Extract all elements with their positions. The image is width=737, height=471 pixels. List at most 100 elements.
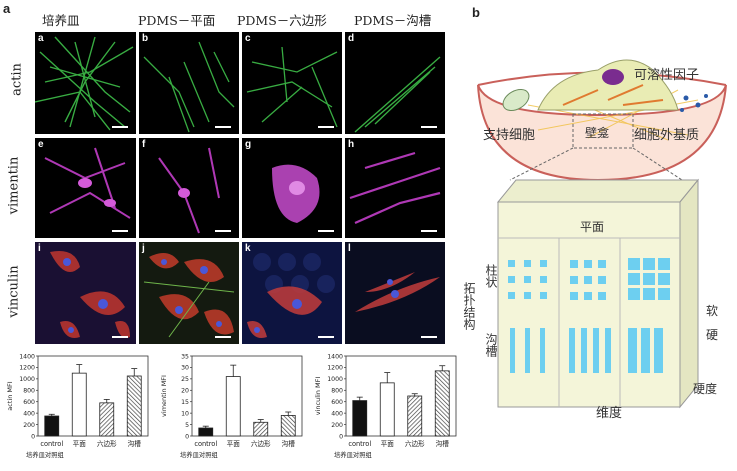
label-hard: 硬 — [706, 328, 719, 342]
tile-actin-groove: d — [345, 32, 445, 134]
bar — [71, 372, 87, 437]
y-tick-label: 800 — [331, 388, 343, 395]
x-tick-label: 沟槽 — [436, 439, 450, 448]
culture-dish — [477, 84, 727, 182]
scale-bar — [318, 336, 334, 338]
y-axis-label: vinculin MFI — [314, 377, 322, 416]
tile-actin-dish: a — [35, 32, 136, 134]
panel-a-letter: a — [3, 1, 11, 16]
y-tick-label: 1400 — [19, 353, 35, 360]
label-groove: 沟槽 — [484, 333, 498, 357]
y-tick-label: 1200 — [327, 365, 343, 372]
plot-frame — [191, 355, 303, 437]
y-tick-label: 25 — [181, 376, 189, 383]
y-tick-label: 1000 — [327, 376, 343, 383]
groove-pattern-dense — [628, 328, 663, 373]
scale-bar — [421, 336, 437, 338]
y-tick-label: 15 — [181, 399, 189, 406]
scale-bar — [318, 230, 334, 232]
panel-b-letter: b — [472, 5, 480, 20]
groove-pattern-sparse — [510, 328, 545, 373]
x-tick-label: 六边形 — [405, 439, 425, 448]
tile-letter: d — [348, 33, 355, 44]
label-topology: 拓扑结构 — [462, 282, 476, 330]
bar-chart-vinculin: 0 200 400 600 800 1000 1200 1400 vinculin MFI con… — [314, 353, 457, 459]
bar — [407, 395, 423, 437]
tile-vimentin-dish: e — [35, 138, 136, 238]
y-tick-label: 0 — [31, 433, 35, 440]
tile-letter: a — [38, 33, 44, 44]
tile-vinculin-groove: l — [345, 242, 445, 344]
label-soluble-factors: 可溶性因子 — [634, 68, 700, 83]
tile-letter: g — [245, 139, 252, 150]
y-tick-label: 600 — [23, 399, 35, 406]
tile-letter: k — [245, 243, 251, 254]
tile-letter: i — [38, 243, 41, 254]
tile-letter: j — [142, 243, 145, 254]
x-note-label: 培养皿对照组 — [334, 450, 372, 459]
tile-actin-hexagon: c — [242, 32, 342, 134]
niche-diagram — [477, 59, 727, 409]
y-tick-label: 1200 — [19, 365, 35, 372]
nucleus — [602, 69, 624, 85]
bar — [280, 415, 296, 437]
bar — [126, 375, 142, 437]
y-tick-label: 800 — [23, 388, 35, 395]
support-cell — [502, 89, 530, 111]
bar — [225, 376, 241, 437]
label-soft: 软 — [706, 304, 719, 318]
bar-chart-vimentin: 0 5 10 15 20 25 30 35 vimentin MFI control 平面 六边形 沟槽… — [160, 353, 303, 459]
scale-bar — [112, 336, 128, 338]
y-tick-label: 0 — [339, 433, 343, 440]
label-niche: 壁龛 — [585, 126, 610, 140]
y-tick-label: 1000 — [19, 376, 35, 383]
cell-fibers — [562, 84, 664, 106]
row-label-vinculin: vinculin — [6, 265, 22, 318]
bar — [434, 370, 450, 437]
y-tick-label: 20 — [181, 388, 189, 395]
y-tick-label: 400 — [331, 410, 343, 417]
cube-top — [496, 179, 700, 203]
tile-vinculin-hexagon: k — [242, 242, 342, 344]
tile-letter: e — [38, 139, 44, 150]
bar — [352, 400, 368, 437]
tile-vinculin-flat: j — [139, 242, 239, 344]
scale-bar — [215, 126, 231, 128]
tile-actin-flat: b — [139, 32, 239, 134]
pillar-pattern-dense — [628, 258, 670, 300]
tile-letter: c — [245, 33, 251, 44]
tile-vinculin-dish: i — [35, 242, 136, 344]
y-tick-label: 5 — [185, 422, 189, 429]
y-tick-label: 600 — [331, 399, 343, 406]
x-tick-label: control — [348, 440, 371, 448]
x-tick-label: 六边形 — [251, 439, 271, 448]
y-tick-label: 35 — [181, 353, 189, 360]
bar-chart-actin: 0 200 400 600 800 1000 1200 1400 actin MFI contro… — [6, 353, 149, 459]
scale-bar — [421, 126, 437, 128]
y-tick-label: 400 — [23, 410, 35, 417]
y-tick-label: 200 — [331, 422, 343, 429]
x-tick-label: control — [194, 440, 217, 448]
scale-bar — [215, 230, 231, 232]
tile-vimentin-hexagon: g — [242, 138, 342, 238]
scale-bar — [112, 126, 128, 128]
bar — [44, 415, 60, 437]
y-tick-label: 10 — [181, 410, 189, 417]
bar — [198, 427, 214, 437]
y-tick-label: 0 — [185, 433, 189, 440]
x-tick-label: 平面 — [73, 440, 87, 448]
y-tick-label: 1400 — [327, 353, 343, 360]
bar — [379, 382, 395, 437]
tile-vimentin-flat: f — [139, 138, 239, 238]
cube-side — [679, 178, 699, 409]
tile-letter: b — [142, 33, 149, 44]
scale-bar — [112, 230, 128, 232]
column-title-pdms-flat: PDMS－平面 — [138, 13, 216, 28]
x-tick-label: control — [40, 440, 63, 448]
plot-frame — [345, 355, 457, 437]
label-ecm: 细胞外基质 — [634, 128, 700, 143]
x-tick-label: 沟槽 — [128, 439, 142, 448]
y-tick-label: 30 — [181, 365, 189, 372]
plot-frame — [37, 355, 149, 437]
bar — [99, 402, 115, 437]
